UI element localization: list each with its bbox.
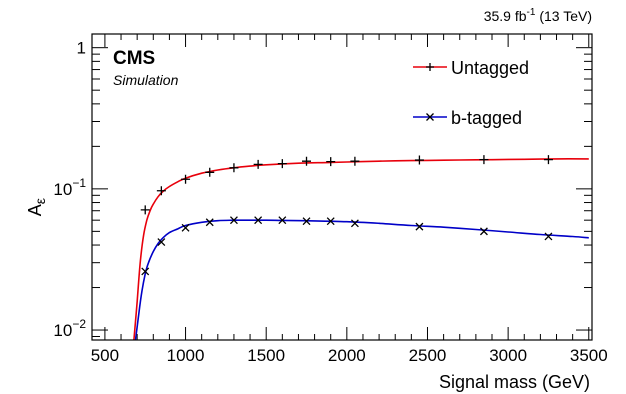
legend-entry-untagged: Untagged <box>413 58 529 78</box>
y-tick-label: 10−1 <box>53 176 86 199</box>
point-untagged <box>326 157 336 167</box>
point-b-tagged <box>181 223 190 232</box>
x-tick-label: 2500 <box>409 346 447 365</box>
point-b-tagged <box>141 267 150 276</box>
x-tick-label: 2000 <box>328 346 366 365</box>
point-untagged <box>350 156 360 166</box>
point-untagged <box>277 159 287 169</box>
legend-marker-untagged <box>426 63 434 71</box>
curves <box>133 158 589 340</box>
point-b-tagged <box>254 216 263 225</box>
point-b-tagged <box>229 216 238 225</box>
x-axis-title: Signal mass (GeV) <box>439 372 590 392</box>
point-untagged <box>229 163 239 173</box>
point-b-tagged <box>544 232 553 241</box>
point-b-tagged <box>326 217 335 226</box>
legend-label-untagged: Untagged <box>451 58 529 78</box>
point-untagged <box>140 205 150 215</box>
x-tick-label: 1000 <box>167 346 205 365</box>
markers <box>140 155 553 276</box>
legend-label-b-tagged: b-tagged <box>451 108 522 128</box>
legend-entry-b-tagged: b-tagged <box>413 108 522 128</box>
point-untagged <box>253 159 263 169</box>
simulation-label: Simulation <box>113 72 179 88</box>
point-b-tagged <box>278 216 287 225</box>
point-untagged <box>479 155 489 165</box>
point-untagged <box>414 155 424 165</box>
point-untagged <box>302 156 312 166</box>
point-untagged <box>205 167 215 177</box>
point-b-tagged <box>415 222 424 231</box>
x-tick-label: 3500 <box>570 346 608 365</box>
point-b-tagged <box>350 219 359 228</box>
luminosity-label: 35.9 fb-1 (13 TeV) <box>484 7 592 24</box>
plot-frame <box>91 33 593 341</box>
y-tick-label: 10−2 <box>53 317 86 340</box>
x-tick-label: 500 <box>91 346 119 365</box>
point-b-tagged <box>479 227 488 236</box>
point-b-tagged <box>302 217 311 226</box>
point-untagged <box>156 186 166 196</box>
point-b-tagged <box>205 218 214 227</box>
curve-untagged <box>133 158 589 340</box>
curve-b-tagged <box>134 219 589 340</box>
point-b-tagged <box>157 238 166 247</box>
y-axis-title: Aε <box>25 198 48 216</box>
experiment-label: CMS <box>113 48 155 69</box>
x-tick-label: 3000 <box>489 346 527 365</box>
point-untagged <box>543 155 553 165</box>
x-tick-label: 1500 <box>247 346 285 365</box>
y-tick-label: 1 <box>77 39 86 58</box>
point-untagged <box>181 174 191 184</box>
axes: 500 1000 1500 2000 2500 3000 3500 10−2 10−1 1 <box>53 33 608 365</box>
legend-marker-b-tagged <box>426 113 434 121</box>
legend: Untagged b-tagged <box>413 58 529 128</box>
